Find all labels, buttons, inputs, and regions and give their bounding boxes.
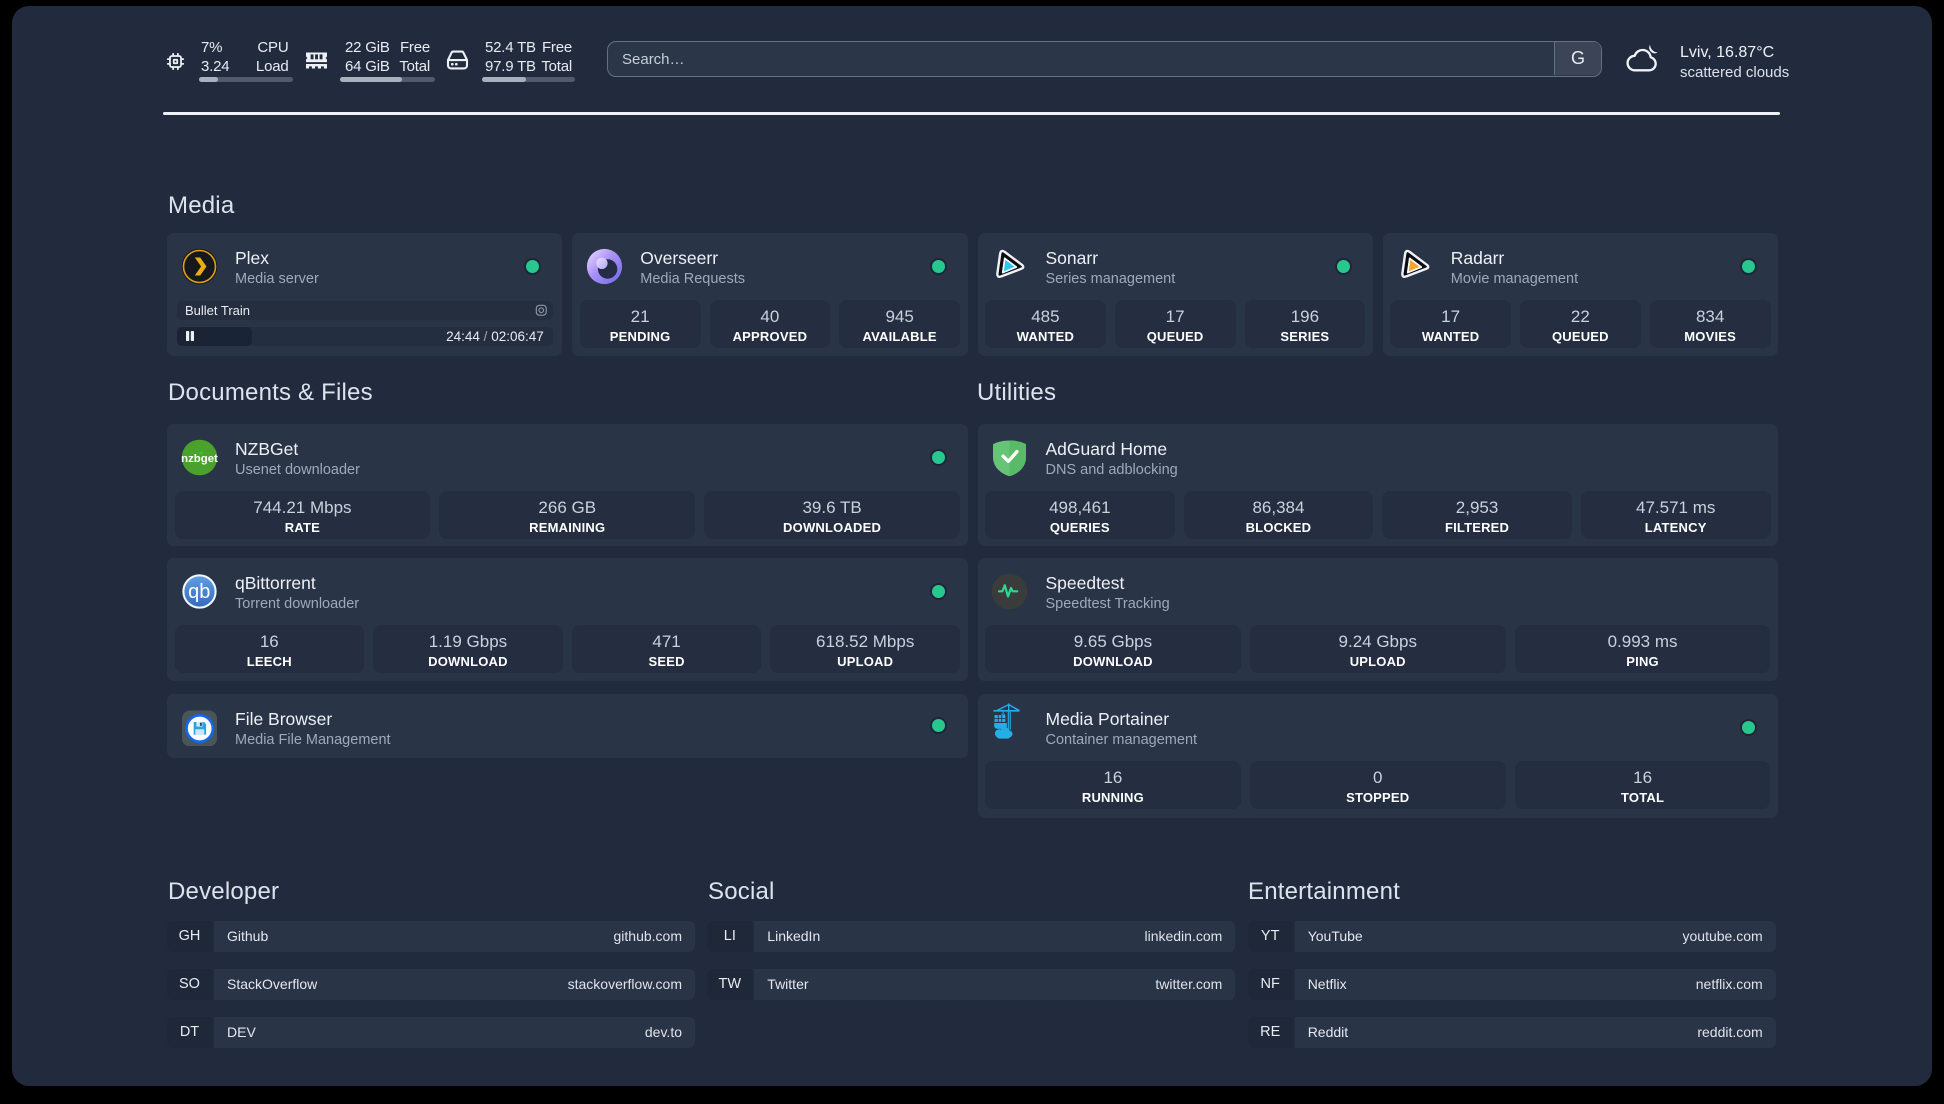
svg-text:nzbget: nzbget (181, 453, 218, 465)
svg-text:qb: qb (188, 581, 210, 603)
